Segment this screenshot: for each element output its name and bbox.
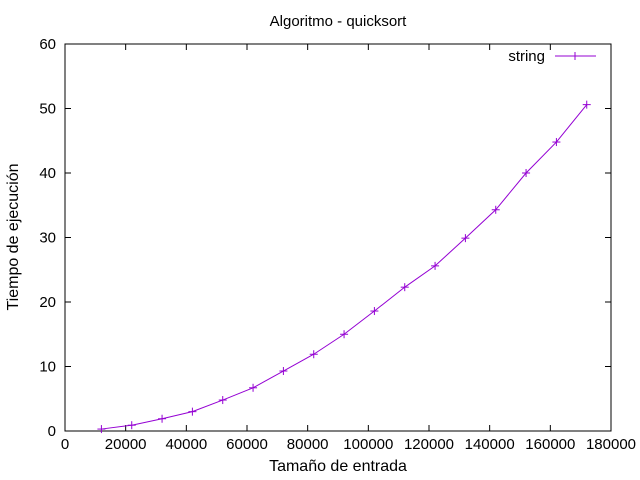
series-line bbox=[101, 104, 588, 430]
data-point bbox=[97, 425, 106, 434]
x-tick-label: 180000 bbox=[586, 436, 636, 453]
y-tick-label: 30 bbox=[39, 230, 56, 247]
data-point bbox=[188, 407, 197, 416]
y-axis: 0 10 20 30 40 50 60 bbox=[39, 36, 611, 440]
data-point bbox=[127, 421, 136, 430]
data-point bbox=[400, 283, 409, 292]
x-tick-label: 60000 bbox=[226, 436, 268, 453]
x-tick-label: 160000 bbox=[525, 436, 575, 453]
x-axis-label: Tamaño de entrada bbox=[269, 458, 407, 475]
data-point bbox=[491, 205, 500, 214]
data-point bbox=[370, 307, 379, 316]
y-tick-label: 10 bbox=[39, 359, 56, 376]
x-tick-label: 140000 bbox=[465, 436, 515, 453]
data-point bbox=[431, 261, 440, 270]
x-tick-label: 80000 bbox=[287, 436, 329, 453]
data-point bbox=[522, 169, 531, 177]
x-tick-label: 20000 bbox=[105, 436, 147, 453]
y-tick-label: 20 bbox=[39, 294, 56, 311]
y-tick-label: 60 bbox=[39, 36, 56, 53]
data-point bbox=[158, 414, 167, 423]
y-axis-label: Tiempo de ejecución bbox=[5, 163, 22, 310]
data-point bbox=[552, 138, 561, 147]
data-point bbox=[461, 234, 470, 243]
data-point bbox=[249, 383, 258, 392]
x-tick-label: 40000 bbox=[165, 436, 207, 453]
x-tick-label: 120000 bbox=[404, 436, 454, 453]
x-axis: 0 20000 40000 60000 80000 100000 120000 140000 1… bbox=[61, 44, 636, 453]
plot-frame bbox=[64, 43, 612, 432]
legend-label: string bbox=[508, 48, 545, 65]
data-point bbox=[340, 330, 349, 339]
series-layer bbox=[97, 100, 591, 434]
x-tick-label: 100000 bbox=[343, 436, 393, 453]
y-tick-label: 0 bbox=[48, 423, 56, 440]
data-point bbox=[279, 367, 288, 376]
data-point bbox=[218, 396, 227, 405]
plot-border bbox=[64, 43, 612, 432]
x-tick-label: 0 bbox=[61, 436, 69, 453]
data-point bbox=[309, 350, 318, 359]
y-tick-label: 50 bbox=[39, 101, 56, 118]
data-point bbox=[582, 100, 591, 109]
legend: string bbox=[508, 48, 596, 65]
chart-title: Algoritmo - quicksort bbox=[270, 13, 408, 30]
y-tick-label: 40 bbox=[39, 165, 56, 182]
